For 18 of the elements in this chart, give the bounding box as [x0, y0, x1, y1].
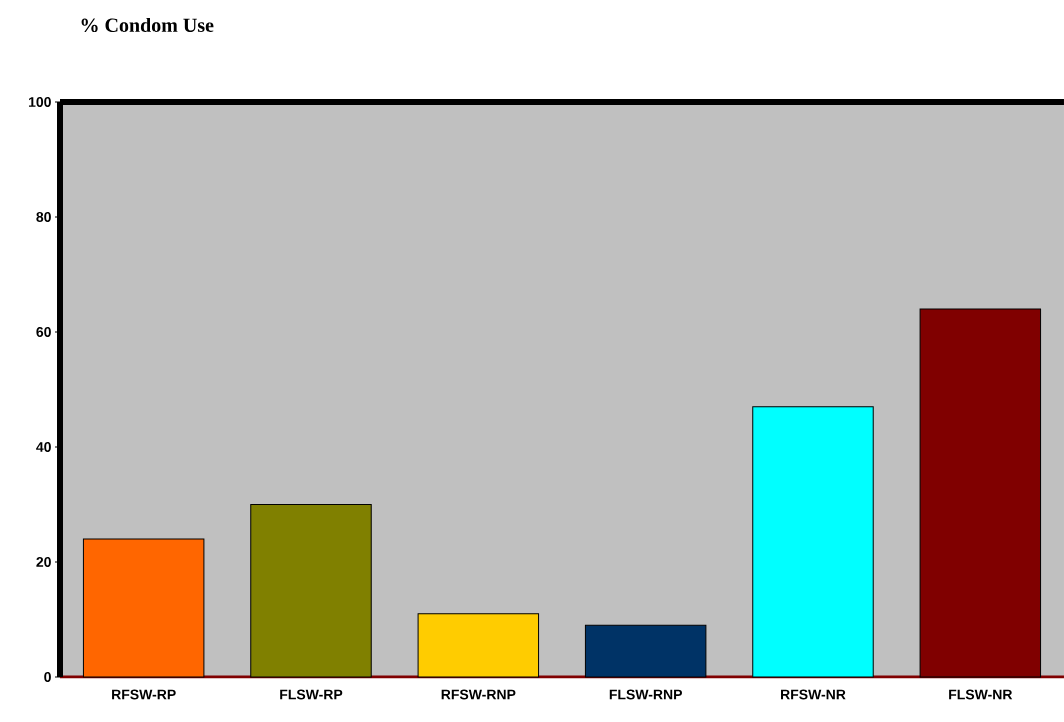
y-tick-label: 80: [36, 212, 51, 222]
bar: [752, 406, 874, 678]
y-tick-label: 60: [36, 327, 51, 337]
x-tick-label: FLSW-RP: [280, 689, 343, 700]
x-tick-label: RFSW-RP: [112, 689, 176, 700]
y-tick-label: 40: [36, 442, 51, 452]
bar: [82, 538, 205, 678]
bar: [250, 504, 372, 678]
bar: [417, 613, 540, 678]
y-tick-label: 100: [28, 97, 51, 107]
x-tick-label: FLSW-RNP: [609, 689, 682, 700]
x-tick-label: FLSW-NR: [949, 689, 1013, 700]
chart-title: % Condom Use: [81, 17, 214, 33]
y-tick-label: 0: [44, 672, 51, 682]
x-tick-label: RFSW-RNP: [441, 689, 516, 700]
x-tick-label: RFSW-NR: [781, 689, 846, 700]
y-tick-label: 20: [36, 557, 51, 567]
bar: [584, 624, 707, 678]
